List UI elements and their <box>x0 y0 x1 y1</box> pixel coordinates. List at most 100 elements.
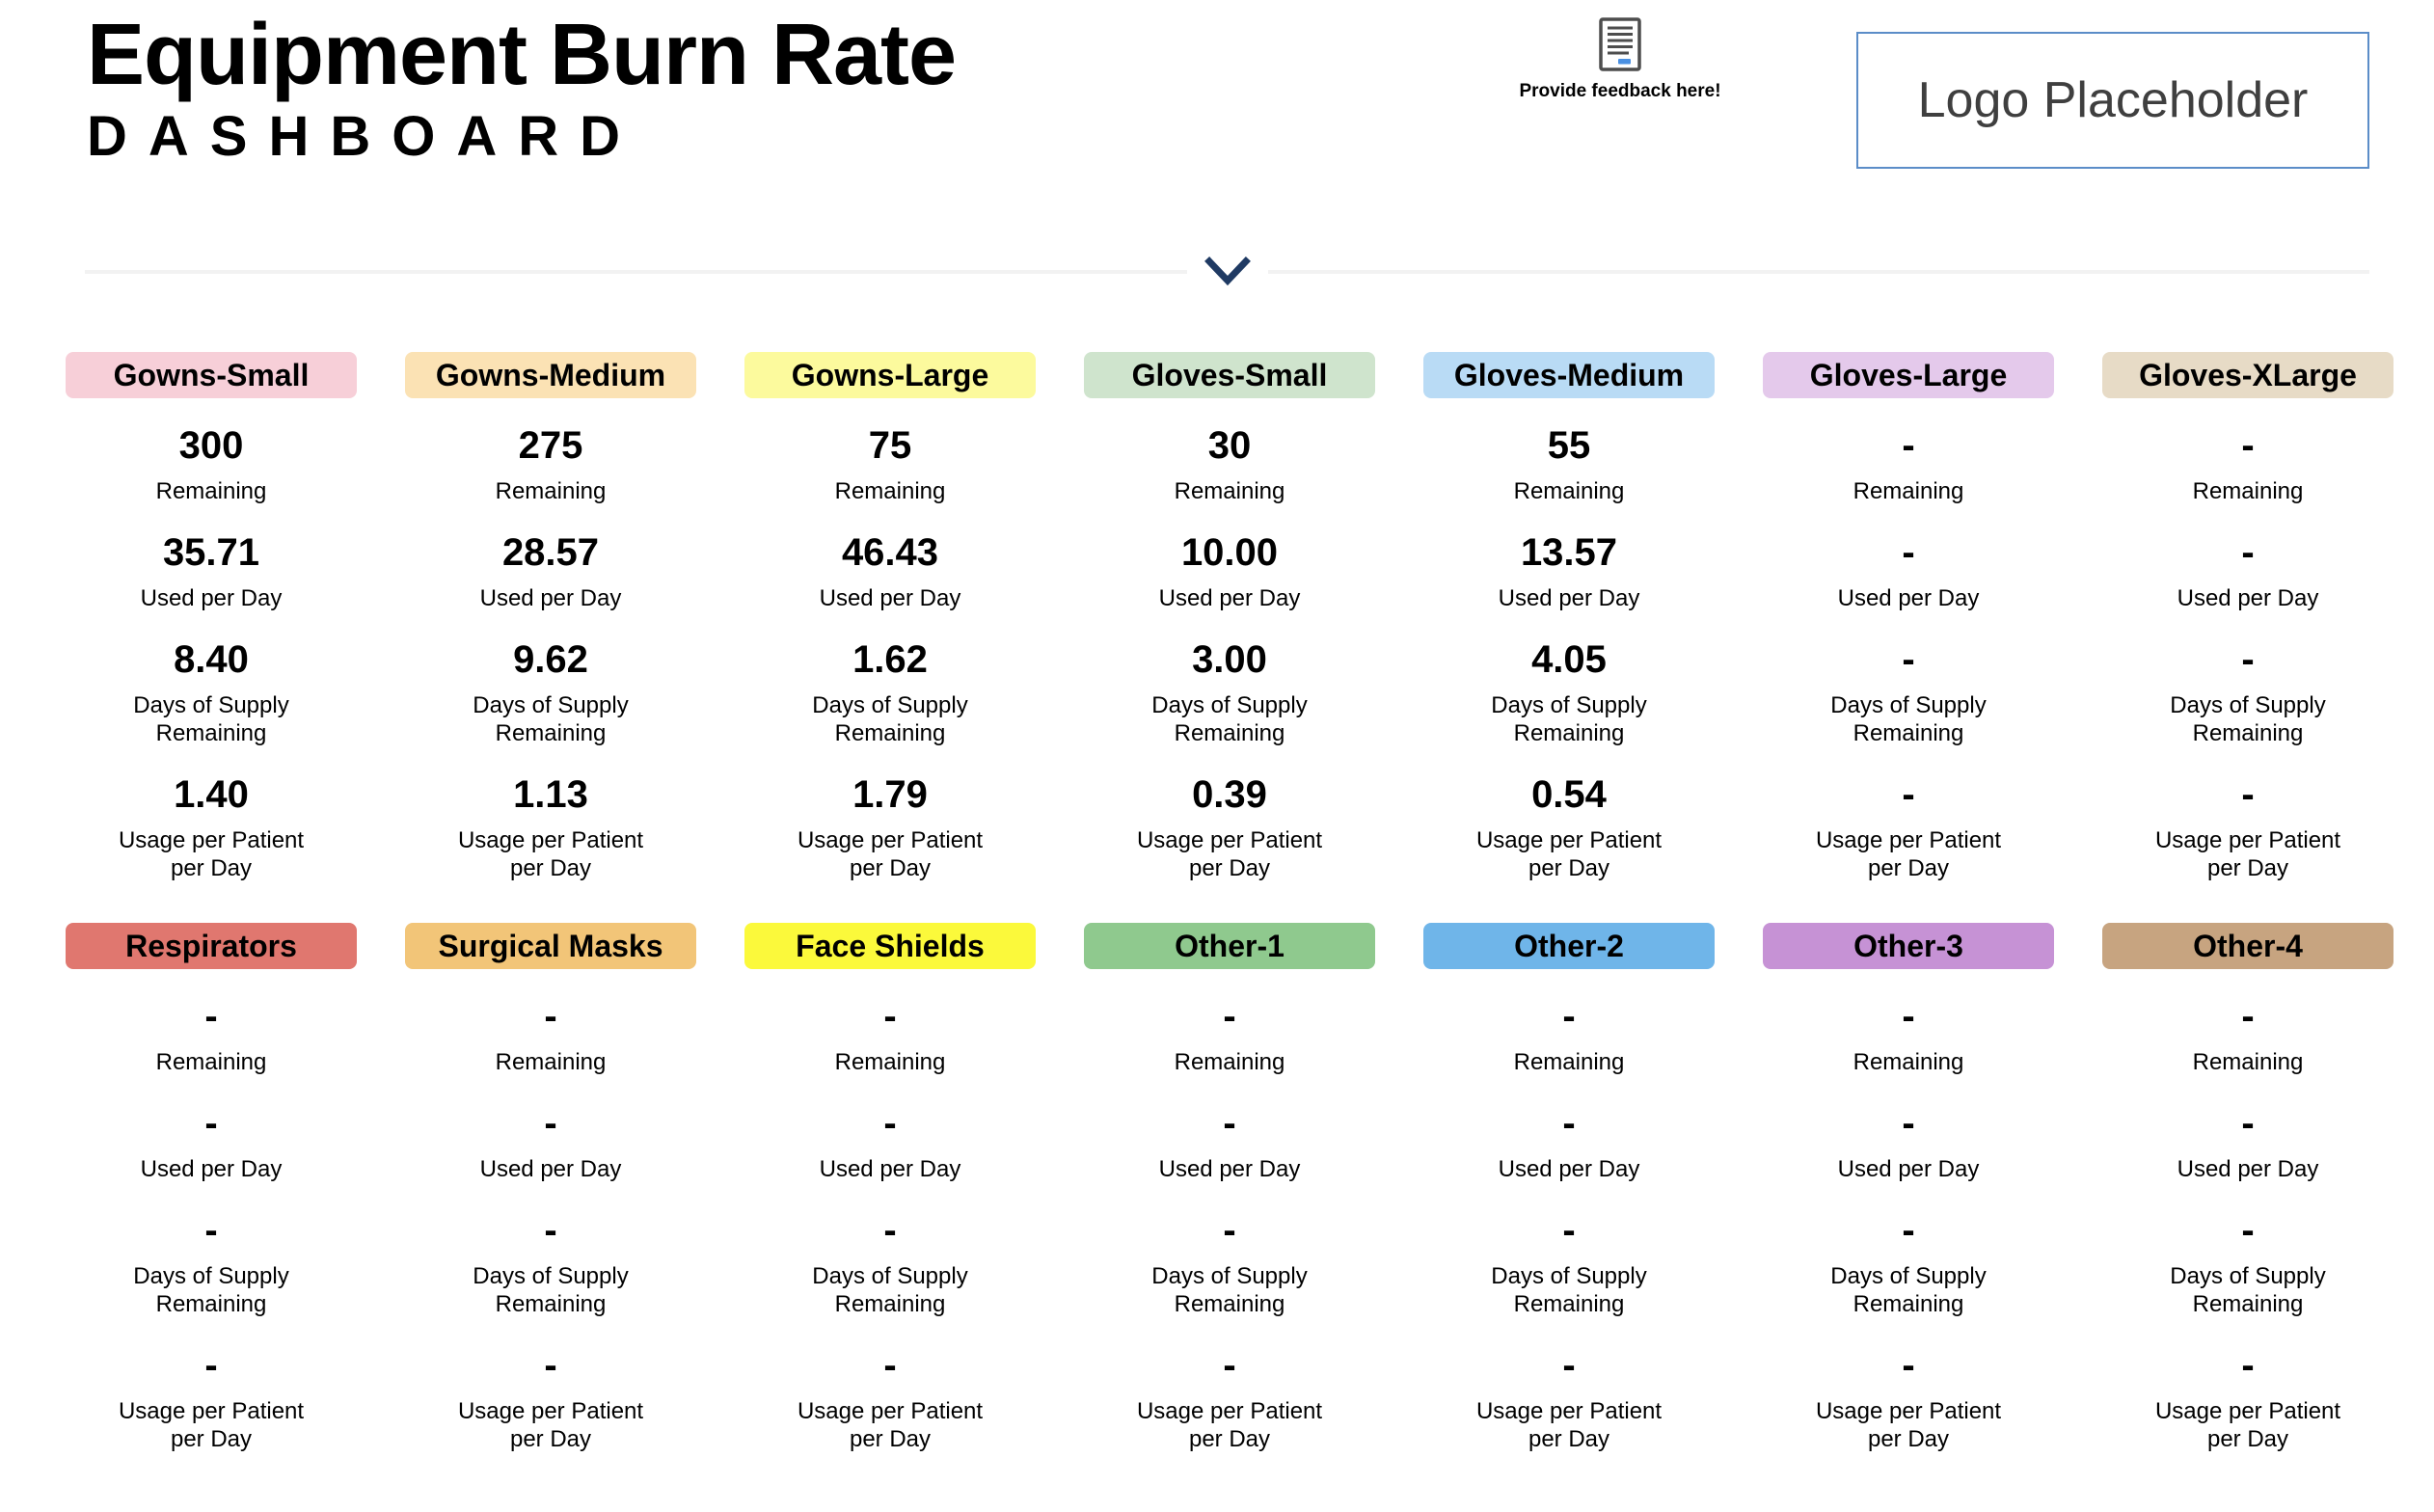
days-of-supply-label: Days of Supply Remaining <box>812 1263 968 1318</box>
used-per-day-label: Used per Day <box>1837 585 1980 612</box>
stat-days-of-supply: - Days of Supply Remaining <box>744 1183 1036 1318</box>
category-name: Other-4 <box>2193 928 2303 963</box>
remaining-value: - <box>1902 424 1915 467</box>
stat-days-of-supply: - Days of Supply Remaining <box>405 1183 696 1318</box>
remaining-label: Remaining <box>1174 1049 1285 1076</box>
stat-used-per-day: - Used per Day <box>1763 1076 2054 1183</box>
remaining-label: Remaining <box>834 1049 946 1076</box>
used-per-day-label: Used per Day <box>2177 585 2319 612</box>
days-of-supply-label: Days of Supply Remaining <box>473 692 629 747</box>
days-of-supply-label: Days of Supply Remaining <box>1491 1263 1647 1318</box>
stat-usage-per-patient: 0.54 Usage per Patient per Day <box>1423 747 1715 882</box>
used-per-day-value: - <box>1902 1102 1915 1146</box>
days-of-supply-label: Days of Supply Remaining <box>1151 692 1308 747</box>
category-header: Respirators <box>66 923 357 970</box>
usage-per-patient-label: Usage per Patient per Day <box>1136 1398 1323 1453</box>
remaining-value: - <box>2241 995 2255 1039</box>
chevron-down-icon[interactable] <box>1203 256 1251 288</box>
usage-per-patient-value: - <box>1902 1344 1915 1388</box>
usage-per-patient-label: Usage per Patient per Day <box>1815 1398 2002 1453</box>
category-card: Gloves-XLarge - Remaining - Used per Day… <box>2102 352 2393 882</box>
feedback-link[interactable]: Provide feedback here! <box>1504 17 1736 102</box>
divider-line-right <box>1267 270 2369 274</box>
category-card: Gowns-Small 300 Remaining 35.71 Used per… <box>66 352 357 882</box>
used-per-day-value: 28.57 <box>501 531 600 575</box>
remaining-value: - <box>1562 995 1576 1039</box>
category-name: Gloves-Small <box>1131 357 1328 392</box>
remaining-label: Remaining <box>2192 1049 2304 1076</box>
usage-per-patient-label: Usage per Patient per Day <box>457 827 644 882</box>
usage-per-patient-value: - <box>544 1344 557 1388</box>
category-card: Other-3 - Remaining - Used per Day - Day… <box>1763 923 2054 1453</box>
category-header: Face Shields <box>744 923 1036 970</box>
stat-used-per-day: - Used per Day <box>1423 1076 1715 1183</box>
stat-used-per-day: 46.43 Used per Day <box>744 505 1036 612</box>
category-name: Other-1 <box>1175 928 1285 963</box>
category-header: Gloves-Large <box>1763 352 2054 398</box>
usage-per-patient-label: Usage per Patient per Day <box>2154 827 2341 882</box>
stat-remaining: - Remaining <box>2102 969 2393 1076</box>
category-name: Other-2 <box>1514 928 1624 963</box>
usage-per-patient-label: Usage per Patient per Day <box>1815 827 2002 882</box>
days-of-supply-value: - <box>1562 1209 1576 1253</box>
days-of-supply-value: - <box>544 1209 557 1253</box>
used-per-day-label: Used per Day <box>1158 585 1301 612</box>
stat-remaining: 275 Remaining <box>405 398 696 505</box>
usage-per-patient-value: 1.13 <box>513 773 588 817</box>
remaining-label: Remaining <box>1853 478 1964 504</box>
stat-remaining: - Remaining <box>2102 398 2393 505</box>
days-of-supply-value: - <box>204 1209 218 1253</box>
usage-per-patient-label: Usage per Patient per Day <box>1475 827 1663 882</box>
title-block: Equipment Burn Rate DASHBOARD <box>87 10 957 165</box>
used-per-day-label: Used per Day <box>1498 1156 1640 1183</box>
remaining-label: Remaining <box>1513 1049 1625 1076</box>
used-per-day-label: Used per Day <box>1837 1156 1980 1183</box>
remaining-label: Remaining <box>1513 478 1625 504</box>
remaining-value: - <box>544 995 557 1039</box>
stat-used-per-day: 35.71 Used per Day <box>66 505 357 612</box>
stat-remaining: - Remaining <box>1423 969 1715 1076</box>
stat-days-of-supply: - Days of Supply Remaining <box>66 1183 357 1318</box>
equipment-grid: Gowns-Small 300 Remaining 35.71 Used per… <box>66 352 2393 1453</box>
days-of-supply-value: 9.62 <box>513 638 588 682</box>
usage-per-patient-value: 0.54 <box>1531 773 1607 817</box>
used-per-day-value: 13.57 <box>1520 531 1618 575</box>
days-of-supply-label: Days of Supply Remaining <box>2170 692 2326 747</box>
usage-per-patient-value: - <box>1562 1344 1576 1388</box>
stat-used-per-day: - Used per Day <box>2102 1076 2393 1183</box>
stat-usage-per-patient: 1.79 Usage per Patient per Day <box>744 747 1036 882</box>
usage-per-patient-label: Usage per Patient per Day <box>797 827 984 882</box>
stat-usage-per-patient: 1.40 Usage per Patient per Day <box>66 747 357 882</box>
days-of-supply-label: Days of Supply Remaining <box>133 692 289 747</box>
category-card: Other-4 - Remaining - Used per Day - Day… <box>2102 923 2393 1453</box>
feedback-document-icon[interactable] <box>1599 17 1641 71</box>
feedback-label[interactable]: Provide feedback here! <box>1519 81 1721 101</box>
category-header: Other-2 <box>1423 923 1715 970</box>
usage-per-patient-value: - <box>1902 773 1915 817</box>
category-header: Gloves-Small <box>1084 352 1375 398</box>
category-header: Gloves-Medium <box>1423 352 1715 398</box>
category-card: Gloves-Small 30 Remaining 10.00 Used per… <box>1084 352 1375 882</box>
days-of-supply-value: - <box>1223 1209 1236 1253</box>
used-per-day-label: Used per Day <box>819 585 961 612</box>
stat-used-per-day: - Used per Day <box>405 1076 696 1183</box>
used-per-day-value: - <box>1223 1102 1236 1146</box>
days-of-supply-label: Days of Supply Remaining <box>1491 692 1647 747</box>
remaining-value: - <box>1902 995 1915 1039</box>
stat-used-per-day: - Used per Day <box>66 1076 357 1183</box>
usage-per-patient-label: Usage per Patient per Day <box>1475 1398 1663 1453</box>
remaining-label: Remaining <box>495 478 607 504</box>
used-per-day-value: 10.00 <box>1180 531 1279 575</box>
collapse-toggle[interactable] <box>1187 256 1268 288</box>
stat-days-of-supply: 1.62 Days of Supply Remaining <box>744 612 1036 747</box>
stat-days-of-supply: 3.00 Days of Supply Remaining <box>1084 612 1375 747</box>
category-card: Gloves-Medium 55 Remaining 13.57 Used pe… <box>1423 352 1715 882</box>
stat-days-of-supply: 9.62 Days of Supply Remaining <box>405 612 696 747</box>
stat-days-of-supply: - Days of Supply Remaining <box>1423 1183 1715 1318</box>
days-of-supply-value: - <box>1902 638 1915 682</box>
stat-usage-per-patient: - Usage per Patient per Day <box>1423 1318 1715 1453</box>
remaining-value: - <box>2241 424 2255 467</box>
category-card: Gowns-Medium 275 Remaining 28.57 Used pe… <box>405 352 696 882</box>
category-header: Surgical Masks <box>405 923 696 970</box>
